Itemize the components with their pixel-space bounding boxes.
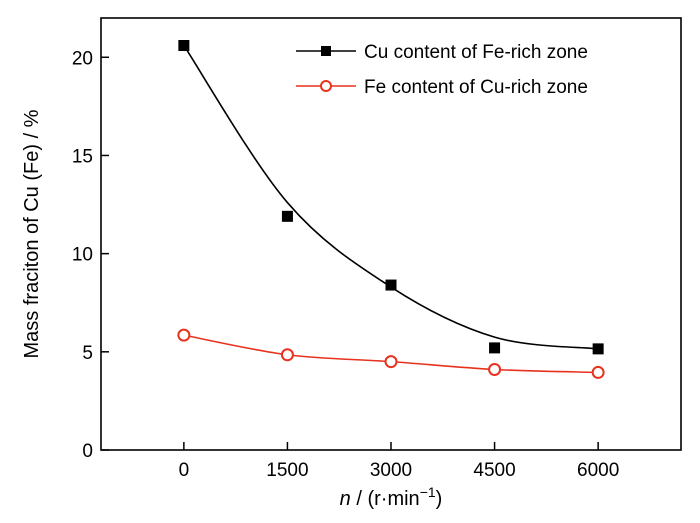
x-axis-title-exponent: −1 (420, 484, 436, 500)
y-tick-label: 10 (72, 245, 93, 266)
data-point (592, 343, 604, 355)
data-point (281, 210, 293, 222)
data-point (385, 279, 397, 291)
data-point (178, 39, 190, 51)
x-tick-label: 6000 (577, 460, 619, 481)
x-axis: 0 1500 3000 4500 6000 (179, 442, 619, 481)
legend-marker-fe (320, 80, 332, 92)
y-tick-label: 15 (72, 146, 93, 167)
y-axis: 0 5 10 15 20 (72, 48, 109, 462)
y-tick-label: 20 (72, 48, 93, 69)
legend-marker-cu (321, 46, 331, 56)
series-layer (177, 39, 605, 379)
data-point (488, 362, 502, 376)
x-axis-title-close: ) (436, 488, 443, 510)
legend-label-fe: Fe content of Cu-rich zone (364, 77, 588, 98)
data-point (384, 355, 398, 369)
legend: Cu content of Fe-rich zone Fe content of… (296, 42, 588, 98)
x-tick-label: 1500 (266, 460, 308, 481)
x-tick-label: 0 (179, 460, 190, 481)
x-axis-title-unit: / (r·min (351, 488, 420, 510)
series-curve (183, 45, 599, 350)
series-cu (178, 39, 604, 355)
y-tick-label: 0 (82, 441, 93, 462)
legend-item-cu: Cu content of Fe-rich zone (296, 42, 588, 63)
x-axis-title-variable: n (340, 488, 351, 510)
data-point (591, 365, 605, 379)
x-tick-label: 4500 (473, 460, 515, 481)
x-tick-label: 3000 (370, 460, 412, 481)
data-point (489, 342, 501, 354)
x-axis-title: n / (r·min−1) (340, 484, 443, 510)
legend-label-cu: Cu content of Fe-rich zone (364, 42, 588, 63)
y-tick-label: 5 (82, 343, 93, 364)
series-fe (177, 328, 605, 379)
data-point (280, 348, 294, 362)
data-point (177, 328, 191, 342)
legend-item-fe: Fe content of Cu-rich zone (296, 77, 588, 98)
y-axis-title: Mass fraciton of Cu (Fe) / % (21, 109, 43, 358)
